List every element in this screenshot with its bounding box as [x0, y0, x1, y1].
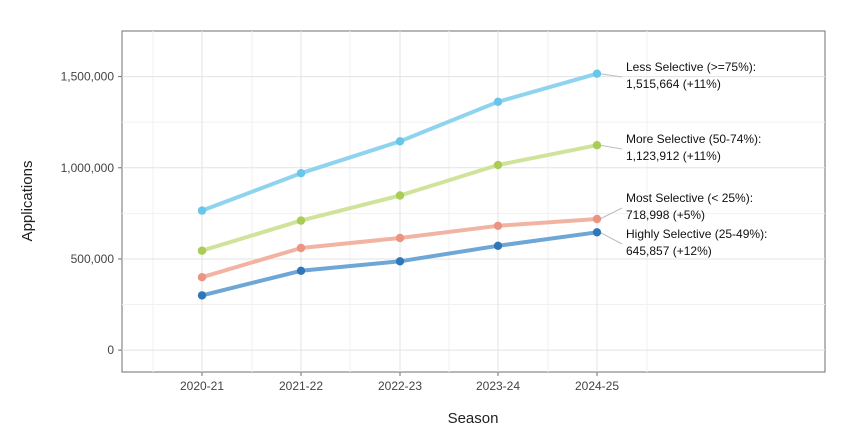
data-point-highly [493, 241, 503, 250]
y-axis-ticks: 0 500,000 1,000,000 1,500,000 [61, 70, 122, 357]
plot-frame [121, 30, 826, 373]
data-point-highly [592, 228, 602, 237]
leader-line-most [599, 207, 623, 220]
data-point-most [395, 233, 405, 243]
data-point-more [395, 191, 405, 200]
annotation-leaders [599, 73, 623, 245]
x-tick-label: 2024-25 [575, 379, 619, 393]
y-axis-title: Applications [19, 161, 36, 242]
leader-line-highly [599, 231, 623, 245]
data-point-less [395, 137, 405, 146]
data-point-less [197, 206, 207, 215]
data-point-most [592, 214, 602, 224]
x-axis-ticks: 2020-21 2021-22 2022-23 2023-24 2024-25 [180, 372, 619, 393]
data-point-more [592, 141, 602, 150]
gridlines [122, 31, 825, 372]
data-point-less [296, 169, 306, 178]
data-point-more [197, 246, 207, 255]
data-point-most [296, 243, 306, 253]
x-tick-label: 2021-22 [279, 379, 323, 393]
y-tick-label: 500,000 [71, 252, 115, 266]
series-points [197, 69, 602, 300]
x-axis-title: Season [448, 410, 499, 427]
data-point-most [493, 221, 503, 230]
y-tick-label: 1,500,000 [61, 70, 115, 84]
y-tick-label: 1,000,000 [61, 161, 115, 175]
x-tick-label: 2022-23 [378, 379, 422, 393]
data-point-less [592, 69, 602, 78]
annotation-more-line2: 1,123,912 (+11%) [626, 149, 721, 163]
data-point-more [493, 160, 503, 170]
annotation-highly-line1: Highly Selective (25-49%): [626, 227, 767, 241]
annotation-most-line1: Most Selective (< 25%): [626, 191, 753, 205]
data-point-highly [395, 257, 405, 266]
annotation-more-line1: More Selective (50-74%): [626, 132, 761, 146]
data-point-most [197, 273, 207, 282]
y-tick-label: 0 [107, 343, 114, 357]
data-point-less [493, 97, 503, 107]
data-point-highly [296, 266, 306, 275]
annotation-less-line2: 1,515,664 (+11%) [626, 77, 721, 91]
series-annotations: Less Selective (>=75%): 1,515,664 (+11%)… [626, 60, 767, 258]
leader-line-more [599, 144, 623, 150]
annotation-less-line1: Less Selective (>=75%): [626, 60, 756, 74]
data-point-highly [197, 291, 207, 300]
annotation-highly-line2: 645,857 (+12%) [626, 244, 712, 258]
x-tick-label: 2020-21 [180, 379, 224, 393]
leader-line-less [599, 73, 623, 78]
data-point-more [296, 216, 306, 225]
annotation-most-line2: 718,998 (+5%) [626, 208, 705, 222]
x-tick-label: 2023-24 [476, 379, 520, 393]
